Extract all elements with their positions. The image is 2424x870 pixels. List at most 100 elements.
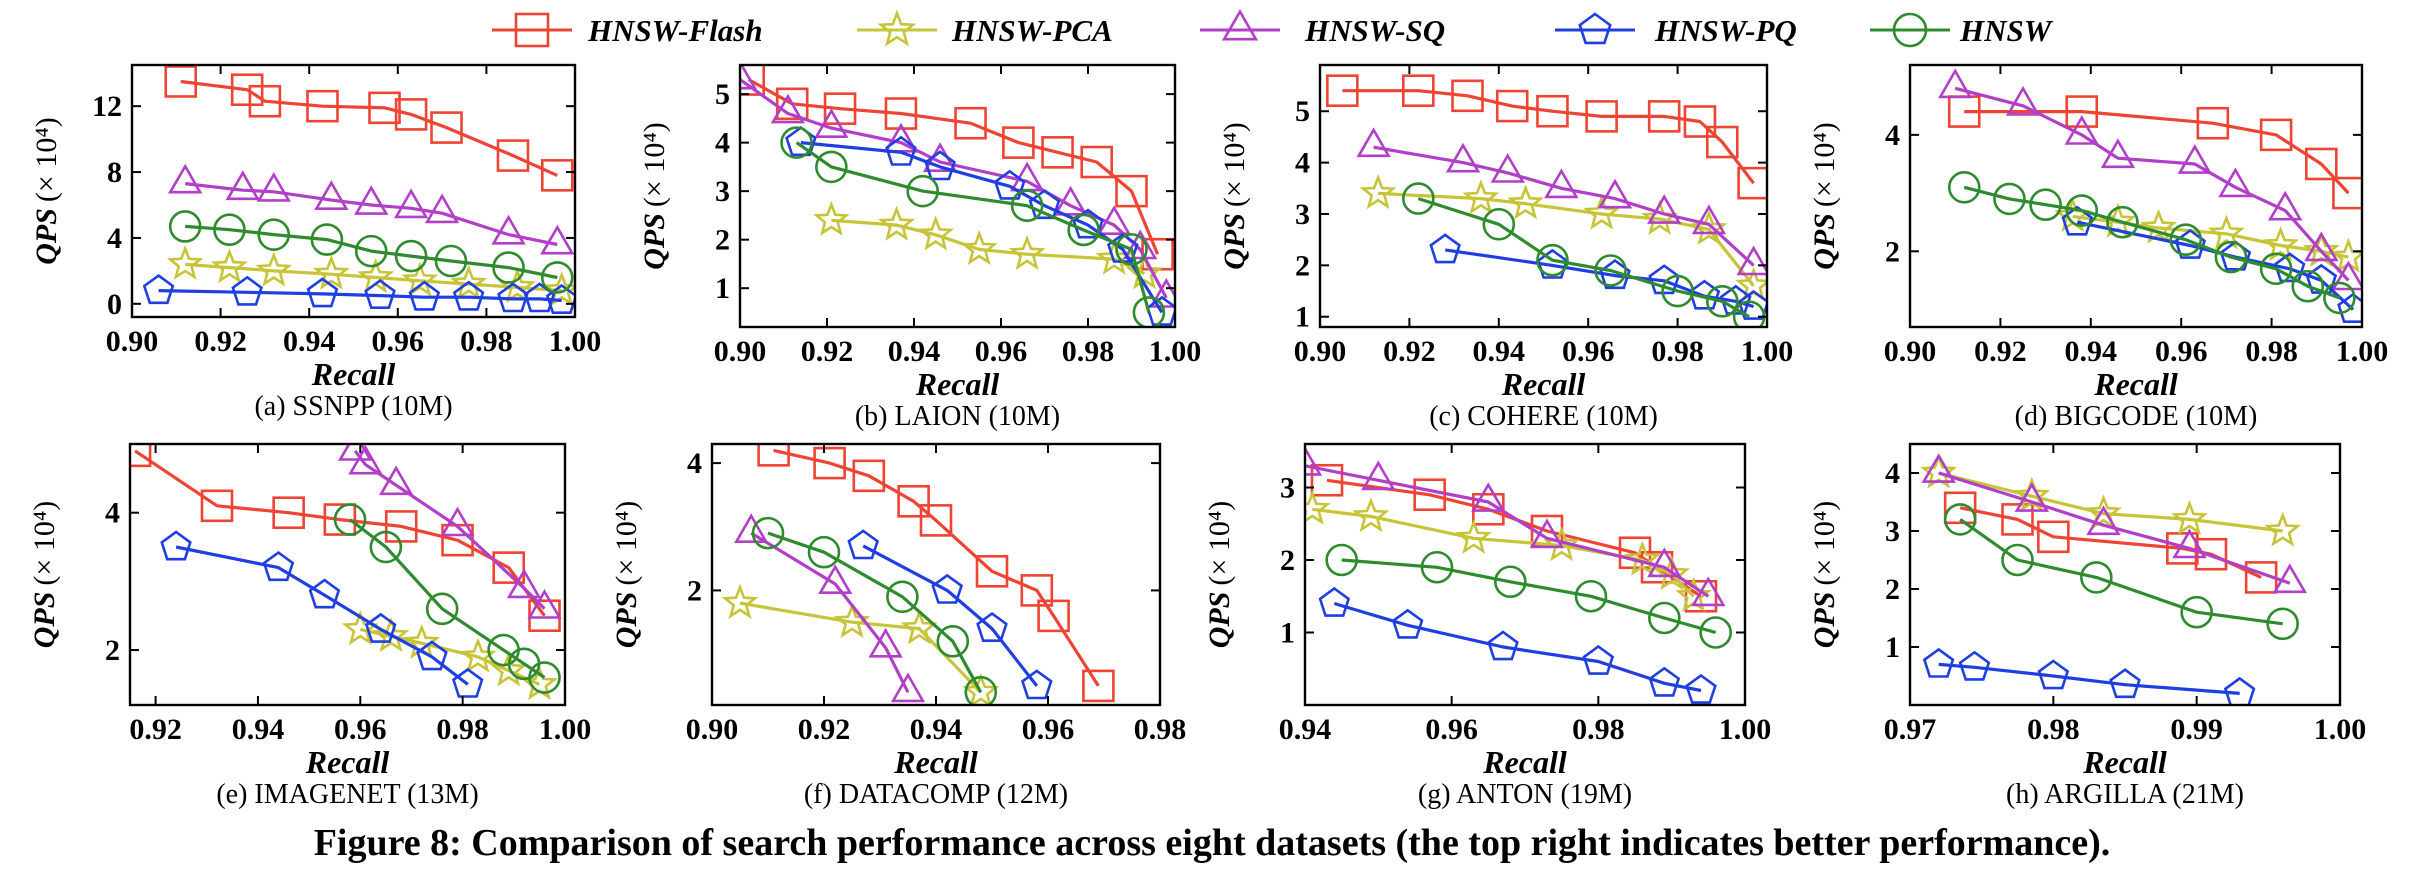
y-axis-label-unit: (× 10⁴): [1218, 122, 1251, 207]
y-axis-label: QPS (× 10⁴): [610, 501, 643, 649]
data-point: [440, 506, 475, 537]
x-tick-label: 0.92: [798, 713, 851, 746]
y-tick-label: 1: [1280, 617, 1295, 650]
series-hnsw-pq: [785, 125, 1175, 326]
data-point: [1123, 229, 1158, 260]
y-tick-label: 1: [715, 272, 730, 305]
data-point: [528, 661, 561, 694]
y-axis-label-var: QPS: [638, 213, 671, 270]
data-point: [166, 244, 204, 280]
data-point: [868, 627, 903, 658]
series-line: [750, 531, 910, 694]
y-tick-label: 4: [107, 222, 122, 255]
data-point: [897, 484, 930, 518]
data-point: [1471, 482, 1506, 512]
series-hnsw: [333, 503, 561, 694]
x-tick-label: 0.94: [1279, 713, 1332, 746]
data-point: [354, 185, 389, 215]
data-point: [847, 529, 880, 560]
legend-marker-pentagon-icon: [1578, 12, 1612, 45]
series-hnsw-flash: [130, 444, 561, 633]
chart-panel-h: 0.97 0.98 0.99 1.00 1 2 3 4 Recall QPS (× 10⁴) (h) …: [1808, 442, 2366, 810]
axes-frame: [130, 63, 577, 319]
data-point: [1507, 184, 1545, 220]
data-point: [721, 583, 759, 619]
data-point: [543, 271, 575, 307]
panel-caption: (g) ANTON (19M): [1418, 779, 1632, 810]
legend-item-hnsw: HNSW: [1870, 12, 2054, 48]
series-hnsw-sq: [1305, 445, 1726, 607]
panel-caption: (f) DATACOMP (12M): [804, 779, 1068, 810]
data-point: [1020, 669, 1053, 700]
x-tick-label: 0.98: [436, 713, 489, 746]
y-axis-label-var: QPS: [28, 592, 61, 649]
y-axis-label-unit: (× 10⁴): [638, 122, 671, 207]
legend-label: HNSW: [1959, 13, 2054, 48]
data-point: [1495, 89, 1529, 123]
y-tick-label: 12: [92, 90, 122, 123]
data-point: [200, 489, 234, 523]
data-point: [1661, 274, 1694, 308]
data-point: [1072, 208, 1104, 239]
data-point: [2171, 500, 2208, 536]
data-point: [496, 139, 530, 172]
data-point: [1683, 105, 1717, 138]
x-tick-label: 0.90: [714, 335, 767, 368]
chart-panel-c: 0.90 0.92 0.94 0.96 0.98 1.00 1 2 3 4 5 Recall QPS (×…: [1218, 63, 1793, 432]
data-point: [890, 672, 926, 703]
y-tick-label: 4: [1885, 457, 1900, 490]
data-point: [1326, 74, 1359, 107]
x-tick-label: 1.00: [2336, 335, 2389, 368]
data-point: [230, 73, 264, 107]
data-point: [213, 213, 246, 247]
series-hnsw-sq: [740, 65, 1175, 308]
y-tick-label: 3: [1885, 515, 1900, 548]
data-point: [1648, 264, 1681, 295]
series-line: [740, 78, 1168, 299]
data-point: [1487, 630, 1519, 661]
data-point: [312, 254, 350, 290]
data-point: [2140, 208, 2178, 244]
data-point: [975, 555, 1009, 588]
x-tick-label: 0.94: [1473, 335, 1526, 368]
data-point: [130, 444, 152, 468]
data-point: [1305, 445, 1323, 476]
data-point: [1653, 555, 1691, 591]
x-tick-label: 0.96: [2155, 335, 2208, 368]
data-point: [492, 251, 525, 284]
data-point: [1082, 669, 1115, 703]
y-tick-label: 0: [107, 288, 122, 321]
x-axis-label: Recall: [1482, 744, 1567, 780]
data-point: [2207, 214, 2245, 250]
data-point: [1647, 194, 1682, 224]
x-tick-label: 0.94: [232, 713, 285, 746]
x-tick-label: 0.94: [2065, 335, 2118, 368]
data-point: [2061, 205, 2094, 236]
series-line: [1417, 197, 1750, 319]
series-hnsw-flash: [164, 65, 574, 192]
data-point: [364, 612, 397, 643]
x-tick-label: 1.00: [1149, 335, 1202, 368]
data-point: [1647, 100, 1681, 133]
x-axis-label: Recall: [311, 356, 396, 392]
x-tick-label: 0.92: [801, 335, 854, 368]
data-point: [1310, 463, 1344, 497]
x-tick-label: 0.96: [334, 713, 387, 746]
data-point: [2085, 494, 2122, 530]
data-point: [1699, 616, 1732, 649]
data-point: [168, 210, 202, 243]
plot-area: [721, 444, 1115, 705]
series-line: [800, 141, 1164, 314]
data-point: [1037, 599, 1070, 633]
series-line: [158, 289, 562, 303]
y-tick-label: 2: [105, 634, 120, 667]
series-hnsw: [780, 126, 1166, 327]
legend-marker-square-icon: [514, 12, 550, 48]
data-point: [506, 568, 542, 599]
data-point: [2065, 95, 2099, 128]
data-point: [2014, 482, 2050, 512]
data-point: [740, 65, 758, 90]
series-line: [1333, 601, 1702, 693]
data-point: [394, 98, 428, 131]
series-line: [1444, 248, 1755, 309]
